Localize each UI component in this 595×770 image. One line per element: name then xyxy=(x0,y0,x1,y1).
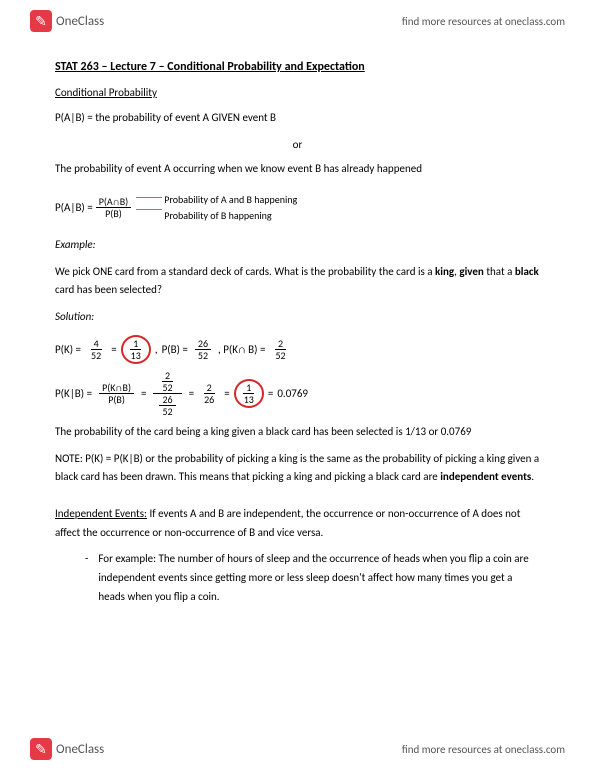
given-word: given xyxy=(459,265,483,278)
eq2-f2-num: 2 52 xyxy=(153,370,181,394)
section-heading-independent: Independent Events: xyxy=(55,507,147,520)
eq2-f2-den: 26 52 xyxy=(153,394,181,417)
explanation-1: The probability of the card being a king… xyxy=(55,423,540,442)
eq2-eq1: = xyxy=(141,387,146,400)
brand-logo: ✎ OneClass xyxy=(30,10,104,32)
eq2-f2-num-frac: 2 52 xyxy=(159,370,175,393)
definition-line-2: The probability of event A occurring whe… xyxy=(55,160,540,179)
bullet-dash-icon: - xyxy=(85,550,88,606)
equation-line-1: P(K) = 4 52 = 1 13 , P(B) = 26 52 , P(K∩… xyxy=(55,335,540,364)
f2dn: 26 xyxy=(159,394,175,406)
conditional-formula: P(A|B) = P(A∩B) P(B) Probability of A an… xyxy=(55,193,540,222)
example-end: card has been selected? xyxy=(55,283,162,296)
pb-den: 52 xyxy=(195,350,211,361)
pkb-frac: 2 52 xyxy=(272,338,288,361)
king-word: king xyxy=(435,265,454,278)
document-content: STAT 263 – Lecture 7 – Conditional Proba… xyxy=(55,60,540,614)
logo-text: OneClass xyxy=(56,14,104,29)
arrow-label-bottom: Probability of B happening xyxy=(164,209,297,222)
section-heading-conditional: Conditional Probability xyxy=(55,86,540,99)
eq2-circled: 1 13 xyxy=(234,379,264,408)
example-text: We pick ONE card from a standard deck of… xyxy=(55,263,540,300)
formula-fraction: P(A∩B) P(B) xyxy=(96,196,131,219)
note-text: NOTE: P(K) = P(K|B) or the probability o… xyxy=(55,450,540,487)
eq2-f1-den: P(B) xyxy=(105,394,128,405)
solution-label: Solution: xyxy=(55,308,540,327)
black-word: black xyxy=(515,265,539,278)
eq2-f4: 1 13 xyxy=(241,382,257,405)
page-header: ✎ OneClass find more resources at onecla… xyxy=(0,0,595,42)
pk-den: 52 xyxy=(88,350,104,361)
pk-eq: = xyxy=(111,343,116,356)
logo-icon-footer: ✎ xyxy=(30,738,52,760)
pb-frac: 26 52 xyxy=(195,338,211,361)
formula-denominator: P(B) xyxy=(102,208,125,219)
arrow-label-top: Probability of A and B happening xyxy=(164,193,297,206)
pk-label: P(K) = xyxy=(55,343,81,356)
definition-line-1: P(A|B) = the probability of event A GIVE… xyxy=(55,109,540,128)
pb-num: 26 xyxy=(195,338,211,350)
logo-icon: ✎ xyxy=(30,10,52,32)
eq2-f1-num: P(K∩B) xyxy=(99,382,134,394)
f4d: 13 xyxy=(241,394,257,405)
resource-link-bottom[interactable]: find more resources at oneclass.com xyxy=(402,743,565,756)
f2dd: 52 xyxy=(159,406,175,417)
eq2-f2: 2 52 26 52 xyxy=(153,370,181,417)
independent-events-bold: independent events xyxy=(440,470,531,483)
brand-logo-footer: ✎ OneClass xyxy=(30,738,104,760)
eq2-f2-den-frac: 26 52 xyxy=(159,394,175,417)
bullet-example: - For example: The number of hours of sl… xyxy=(85,550,540,606)
f2nd: 52 xyxy=(159,382,175,393)
arrow-annotations: Probability of A and B happening Probabi… xyxy=(164,193,297,222)
pb-label: P(B) = xyxy=(162,343,188,356)
pkb-label: , P(K∩ B) = xyxy=(218,343,265,356)
eq2-f3: 2 26 xyxy=(201,382,217,405)
pkb-den: 52 xyxy=(272,350,288,361)
pk-circ-den: 13 xyxy=(128,350,144,361)
pk-num: 4 xyxy=(91,338,102,350)
equation-line-2: P(K|B) = P(K∩B) P(B) = 2 52 26 52 = 2 xyxy=(55,370,540,417)
eq2-eq2: = xyxy=(189,387,194,400)
f4n: 1 xyxy=(243,382,254,394)
resource-link-top[interactable]: find more resources at oneclass.com xyxy=(402,15,565,28)
page-title: STAT 263 – Lecture 7 – Conditional Proba… xyxy=(55,60,540,74)
eq2-eq3: = xyxy=(224,387,229,400)
eq2-lhs: P(K|B) = xyxy=(55,387,92,400)
or-text: or xyxy=(55,136,540,155)
formula-lhs: P(A|B) = xyxy=(55,201,93,214)
pk-circ-num: 1 xyxy=(130,338,141,350)
example-label: Example: xyxy=(55,236,540,255)
bullet-text: For example: The number of hours of slee… xyxy=(98,550,540,606)
pk-circ-frac: 1 13 xyxy=(128,338,144,361)
pkb-num: 2 xyxy=(275,338,286,350)
pk-frac: 4 52 xyxy=(88,338,104,361)
example-mid: that a xyxy=(484,265,515,278)
eq2-result: 0.0769 xyxy=(277,387,308,400)
comma: , xyxy=(155,343,158,356)
f3d: 26 xyxy=(201,394,217,405)
pk-circled: 1 13 xyxy=(121,335,151,364)
example-prefix: We pick ONE card from a standard deck of… xyxy=(55,265,435,278)
section-2: Independent Events: If events A and B ar… xyxy=(55,505,540,542)
logo-text-footer: OneClass xyxy=(56,742,104,757)
f2nn: 2 xyxy=(162,370,173,382)
f3n: 2 xyxy=(204,382,215,394)
eq2-f1: P(K∩B) P(B) xyxy=(99,382,134,405)
note-period: . xyxy=(531,470,534,483)
eq2-eq4: = xyxy=(268,387,273,400)
page-footer: ✎ OneClass find more resources at onecla… xyxy=(0,728,595,770)
